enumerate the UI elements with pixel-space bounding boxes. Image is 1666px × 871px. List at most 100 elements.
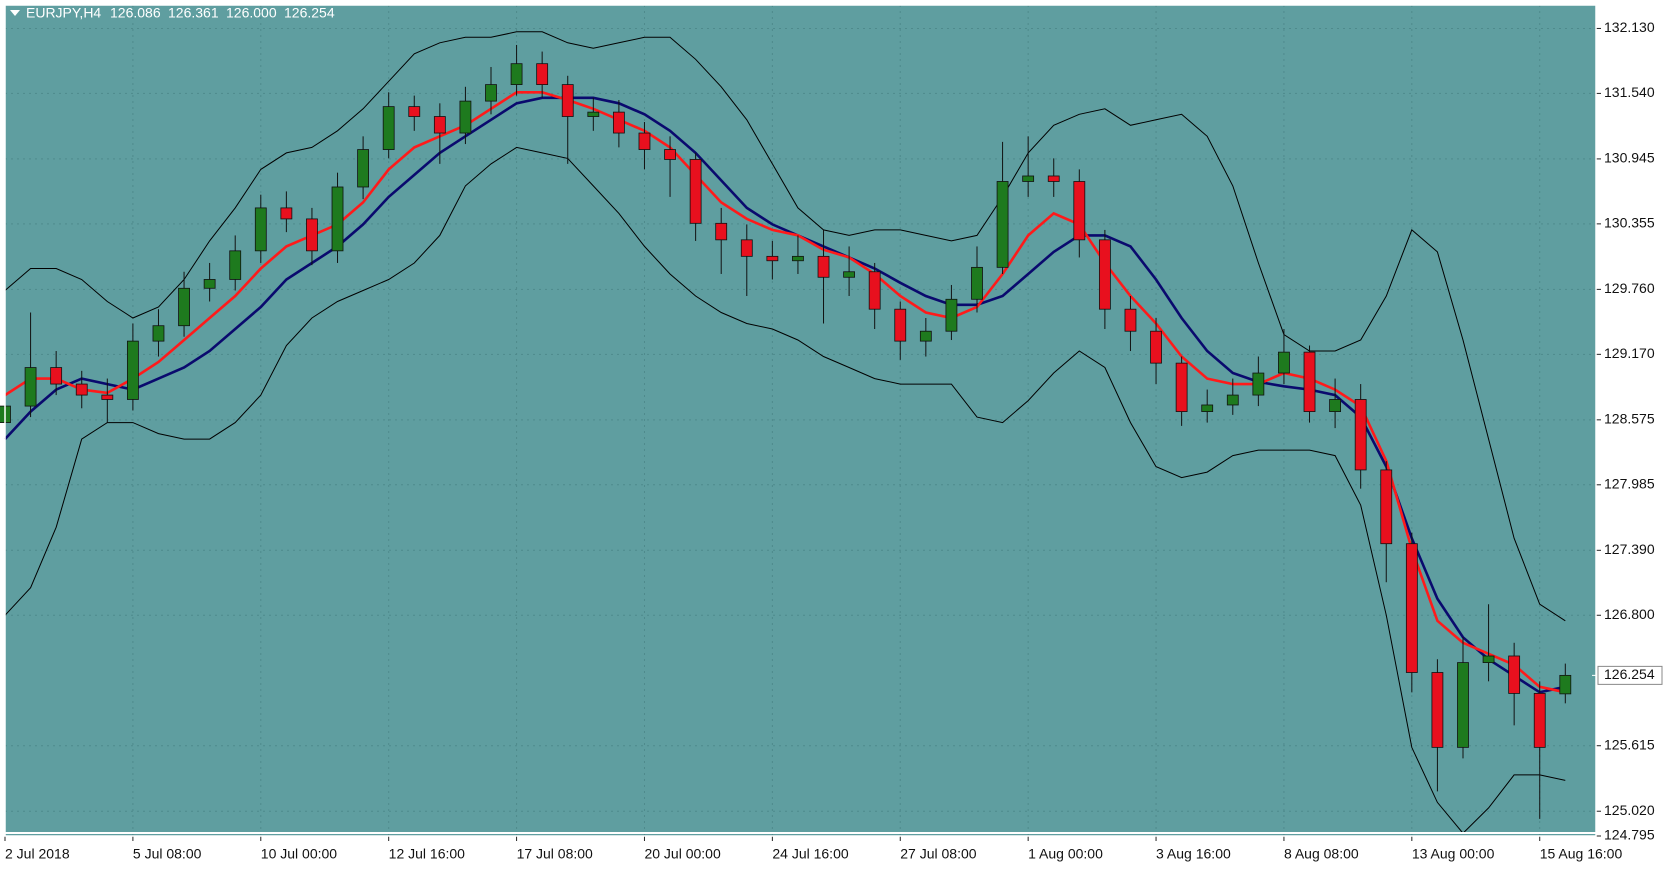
- candle-body: [459, 100, 472, 134]
- candle-body: [1508, 655, 1521, 694]
- y-tick-label: 132.130: [1604, 19, 1655, 35]
- candle-body: [229, 250, 242, 280]
- candle-body: [1073, 181, 1086, 241]
- candle-body: [817, 255, 830, 278]
- y-tick-label: 124.795: [1604, 827, 1655, 843]
- candle-body: [1150, 330, 1162, 364]
- candle-body: [280, 207, 293, 220]
- x-tick-label: 13 Aug 00:00: [1412, 846, 1495, 862]
- indicator-line: [4, 31, 1566, 622]
- candle-body: [357, 149, 370, 188]
- candle-body: [1457, 662, 1469, 748]
- indicator-line: [4, 146, 1566, 834]
- x-tick-label: 1 Aug 00:00: [1028, 846, 1103, 862]
- x-tick-label: 27 Jul 08:00: [900, 846, 976, 862]
- x-tick-label: 3 Aug 16:00: [1156, 846, 1231, 862]
- candle-body: [24, 367, 37, 407]
- candle-body: [868, 271, 881, 310]
- y-tick-label: 129.760: [1604, 280, 1655, 296]
- candle-body: [331, 186, 344, 252]
- y-tick-label: 127.390: [1604, 541, 1655, 557]
- y-tick-label: 126.800: [1604, 606, 1655, 622]
- candle-body: [101, 394, 114, 400]
- x-tick-label: 5 Jul 08:00: [133, 846, 202, 862]
- y-tick-label: 125.615: [1604, 736, 1655, 752]
- ohlc-value: 126.086: [110, 5, 161, 21]
- candle-body: [433, 116, 446, 134]
- candle-body: [792, 255, 804, 262]
- candle-body: [945, 298, 958, 332]
- candle-body: [510, 63, 523, 85]
- candle-body: [1226, 394, 1239, 406]
- ohlc-value: 126.254: [284, 5, 335, 21]
- candle-body: [254, 207, 267, 252]
- current-price-label: 126.254: [1604, 666, 1655, 682]
- candle-body: [561, 84, 574, 117]
- ohlc-value: 126.361: [168, 5, 219, 21]
- y-tick-label: 128.575: [1604, 411, 1655, 427]
- candle-body: [1380, 469, 1393, 545]
- candle-body: [382, 106, 395, 150]
- candle-body: [1022, 175, 1035, 182]
- x-tick-label: 10 Jul 00:00: [261, 846, 337, 862]
- candle-body: [1047, 175, 1060, 182]
- candle-body: [715, 222, 728, 241]
- plot-area: [5, 5, 1596, 836]
- menu-arrow[interactable]: [10, 10, 20, 16]
- symbol-title: EURJPY,H4: [26, 5, 101, 21]
- candle-body: [766, 255, 779, 262]
- x-tick-label: 17 Jul 08:00: [517, 846, 593, 862]
- candle-body: [1098, 239, 1111, 310]
- candle-body: [996, 181, 1009, 268]
- candle-body: [1252, 372, 1265, 396]
- candle-body: [536, 63, 549, 85]
- candle-body: [1329, 399, 1341, 412]
- x-tick-label: 12 Jul 16:00: [389, 846, 465, 862]
- ohlc-value: 126.000: [226, 5, 277, 21]
- candle-body: [919, 330, 932, 342]
- candle-body: [306, 218, 318, 252]
- candle-body: [1431, 672, 1444, 748]
- candle-body: [638, 132, 651, 150]
- candle-body: [178, 287, 190, 327]
- x-tick-label: 24 Jul 16:00: [772, 846, 848, 862]
- x-tick-label: 8 Aug 08:00: [1284, 846, 1359, 862]
- candle-body: [1303, 351, 1316, 412]
- candle-body: [894, 308, 907, 342]
- y-tick-label: 130.945: [1604, 150, 1655, 166]
- y-tick-label: 127.985: [1604, 475, 1655, 491]
- candle-body: [740, 239, 753, 257]
- candle-body: [1124, 308, 1137, 332]
- y-tick-label: 131.540: [1604, 84, 1655, 100]
- candle-body: [75, 383, 88, 396]
- candle-body: [1354, 399, 1367, 471]
- candle-body: [587, 111, 600, 117]
- candle-body: [203, 279, 216, 289]
- y-tick-label: 130.355: [1604, 215, 1655, 231]
- x-tick-label: 20 Jul 00:00: [644, 846, 720, 862]
- candle-body: [152, 325, 165, 342]
- current-price-box: [1597, 665, 1663, 685]
- x-tick-label: 2 Jul 2018: [5, 846, 70, 862]
- x-tick-label: 15 Aug 16:00: [1540, 846, 1623, 862]
- candle-body: [971, 266, 983, 300]
- y-tick-label: 125.020: [1604, 802, 1655, 818]
- candle-body: [612, 111, 625, 134]
- candle-body: [1405, 543, 1418, 673]
- candle-body: [126, 340, 139, 400]
- candle-body: [664, 149, 676, 160]
- candle-body: [689, 159, 702, 224]
- candle-body: [843, 271, 855, 278]
- candle-body: [485, 84, 497, 102]
- y-tick-label: 129.170: [1604, 345, 1655, 361]
- candle-body: [50, 367, 63, 385]
- candle-body: [408, 106, 421, 117]
- candle-body: [1533, 693, 1546, 748]
- candle-body: [1278, 351, 1290, 374]
- candle-body: [1201, 404, 1214, 412]
- plot-border: [4, 4, 1597, 837]
- candle-body: [1482, 655, 1495, 663]
- candle-body: [1559, 674, 1572, 695]
- candle-body: [1175, 362, 1188, 412]
